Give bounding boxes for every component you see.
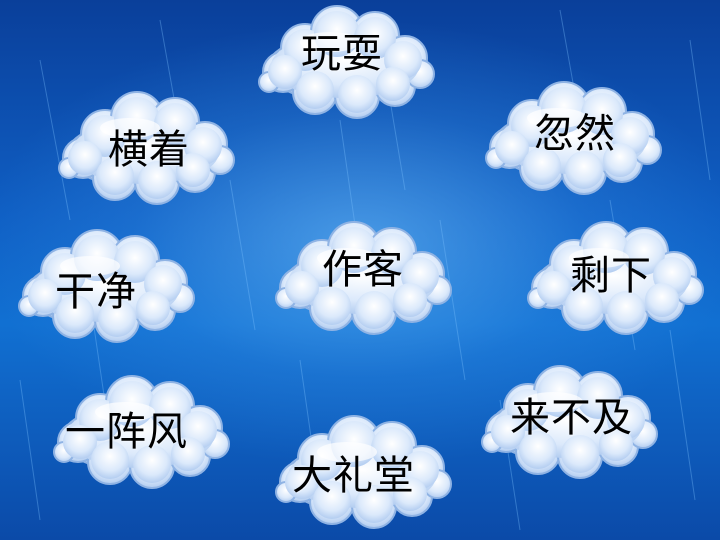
word-label: 来不及 bbox=[510, 395, 633, 441]
cloud-card: 作客 bbox=[262, 218, 462, 338]
word-label: 剩下 bbox=[570, 253, 652, 299]
cloud-card: 来不及 bbox=[468, 362, 668, 482]
cloud-card: 横着 bbox=[45, 88, 245, 208]
cloud-card: 干净 bbox=[5, 226, 205, 346]
word-label: 作客 bbox=[322, 247, 404, 293]
word-label: 一阵风 bbox=[65, 409, 188, 455]
word-label: 干净 bbox=[55, 269, 137, 315]
cloud-card: 玩耍 bbox=[245, 2, 445, 122]
word-label: 忽然 bbox=[534, 111, 616, 157]
word-label: 大礼堂 bbox=[292, 453, 415, 499]
word-label: 横着 bbox=[108, 127, 190, 173]
cloud-card: 剩下 bbox=[514, 218, 714, 338]
cloud-card: 忽然 bbox=[472, 78, 672, 198]
cloud-card: 大礼堂 bbox=[262, 412, 462, 532]
cloud-card: 一阵风 bbox=[40, 372, 240, 492]
word-label: 玩耍 bbox=[301, 31, 383, 77]
